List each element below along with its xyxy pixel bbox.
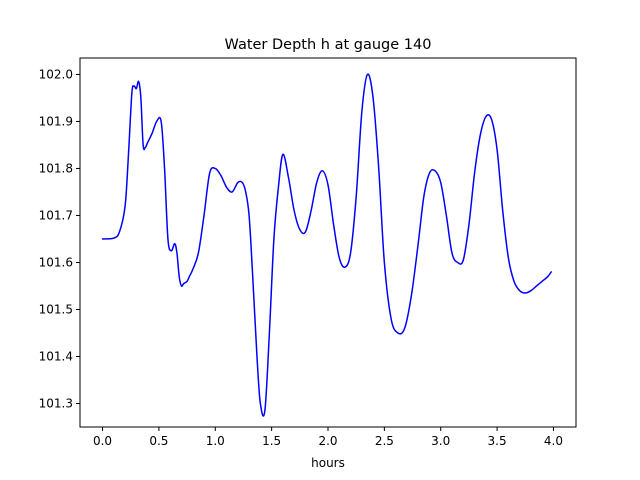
- x-tick-label: 3.0: [431, 434, 450, 448]
- y-tick-label: 101.5: [39, 302, 73, 316]
- x-axis-label: hours: [311, 456, 345, 470]
- x-tick-label: 4.0: [544, 434, 563, 448]
- y-tick-label: 101.9: [39, 114, 73, 128]
- y-tick-label: 102.0: [39, 67, 73, 81]
- y-tick-label: 101.8: [39, 161, 73, 175]
- chart-title: Water Depth h at gauge 140: [225, 37, 432, 53]
- x-tick-label: 0.5: [149, 434, 168, 448]
- x-tick-label: 2.5: [375, 434, 394, 448]
- axis-ticks: 0.0 0.5 1.0 1.5 2.0 2.5 3.0 3.5 4.0 101.3 101.4 101…: [39, 67, 563, 448]
- y-tick-label: 101.7: [39, 208, 73, 222]
- x-tick-label: 0.0: [93, 434, 112, 448]
- x-tick-label: 3.5: [488, 434, 507, 448]
- x-tick-label: 2.0: [318, 434, 337, 448]
- plot-frame: [79, 57, 577, 428]
- plot-area: [101, 73, 552, 417]
- y-tick-label: 101.3: [39, 396, 73, 410]
- y-tick-label: 101.6: [39, 255, 73, 269]
- x-tick-label: 1.0: [206, 434, 225, 448]
- y-tick-label: 101.4: [39, 349, 73, 363]
- x-tick-label: 1.5: [262, 434, 281, 448]
- series-line-0: [101, 73, 552, 417]
